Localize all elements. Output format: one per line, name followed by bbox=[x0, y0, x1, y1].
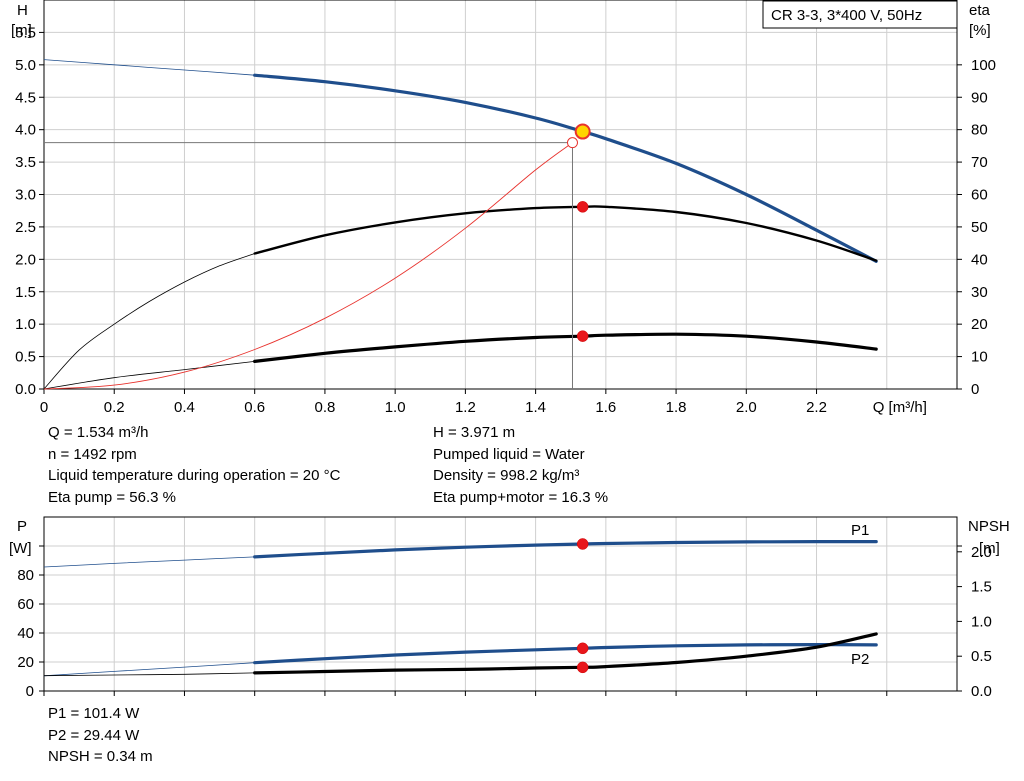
info-speed: n = 1492 rpm bbox=[48, 445, 137, 463]
info-right-1: H = 3.971 m Pumped liquid = Water Densit… bbox=[433, 422, 608, 508]
y-left-tick-label: 0.5 bbox=[15, 349, 36, 366]
series-line bbox=[253, 73, 878, 263]
x-tick-label: 2.0 bbox=[736, 399, 757, 416]
x-axis-label: Q [m³/h] bbox=[873, 399, 927, 416]
operating-point-marker bbox=[574, 123, 591, 140]
y-right-tick-label: 30 bbox=[971, 284, 988, 301]
series-line bbox=[253, 642, 878, 665]
y-left-tick-label: 20 bbox=[17, 654, 34, 671]
y-right-tick-label: 20 bbox=[971, 316, 988, 333]
y-left-axis-label: H bbox=[17, 2, 28, 19]
x-tick-label: 1.6 bbox=[595, 399, 616, 416]
duty-point-marker bbox=[576, 642, 589, 655]
info-density: Density = 998.2 kg/m³ bbox=[433, 467, 580, 484]
y-right-tick-label: 80 bbox=[971, 122, 988, 139]
reference-point-marker bbox=[566, 137, 578, 149]
y-left-tick-label: 1.0 bbox=[15, 316, 36, 333]
info-p1: P1 = 101.4 W bbox=[48, 705, 140, 722]
y-right-tick-label: 0 bbox=[971, 381, 979, 398]
y-left-tick-label: 2.5 bbox=[15, 219, 36, 236]
y-left-tick-label: 60 bbox=[17, 596, 34, 613]
y-right-axis-label: NPSH bbox=[968, 518, 1010, 535]
y-left-tick-label: 4.0 bbox=[15, 122, 36, 139]
series-label-p1: P1 bbox=[851, 522, 869, 539]
y-right-axis-unit: [%] bbox=[969, 22, 991, 39]
x-tick-label: 0.6 bbox=[244, 399, 265, 416]
info-npsh: NPSH = 0.34 m bbox=[48, 748, 153, 765]
chart-title: CR 3-3, 3*400 V, 50Hz bbox=[771, 7, 922, 24]
y-right-axis-label: eta bbox=[969, 2, 991, 19]
y-right-tick-label: 100 bbox=[971, 57, 996, 74]
y-right-tick-label: 40 bbox=[971, 251, 988, 268]
y-right-tick-label: 2.0 bbox=[971, 544, 992, 561]
duty-point-marker bbox=[576, 330, 589, 342]
duty-point-marker bbox=[576, 538, 589, 550]
series-line bbox=[253, 332, 878, 363]
x-tick-label: 1.0 bbox=[385, 399, 406, 416]
y-left-tick-label: 4.5 bbox=[15, 89, 36, 106]
info-p2: P2 = 29.44 W bbox=[48, 726, 140, 744]
y-left-tick-label: 80 bbox=[17, 567, 34, 584]
series-line-extension bbox=[43, 556, 255, 568]
x-tick-label: 2.2 bbox=[806, 399, 827, 416]
x-tick-label: 0.4 bbox=[174, 399, 195, 416]
y-right-tick-label: 1.5 bbox=[971, 579, 992, 596]
x-tick-label: 0.8 bbox=[314, 399, 335, 416]
series-label-p2: P2 bbox=[851, 651, 869, 668]
y-right-tick-label: 0.5 bbox=[971, 648, 992, 665]
series-line bbox=[253, 539, 878, 559]
system-curve bbox=[43, 142, 573, 390]
y-left-tick-label: 1.5 bbox=[15, 284, 36, 301]
info-eta-pump-motor: Eta pump+motor = 16.3 % bbox=[433, 488, 609, 506]
y-left-tick-label: 2.0 bbox=[15, 251, 36, 268]
x-tick-label: 0.2 bbox=[104, 399, 125, 416]
info-liquid-temp: Liquid temperature during operation = 20… bbox=[48, 467, 341, 484]
series-line-extension bbox=[43, 662, 255, 677]
duty-point-marker bbox=[576, 661, 589, 674]
series-line-extension bbox=[43, 253, 255, 390]
y-right-tick-label: 10 bbox=[971, 349, 988, 366]
title-box bbox=[762, 0, 958, 29]
y-left-tick-label: 5.0 bbox=[15, 57, 36, 74]
info-pumped-liquid: Pumped liquid = Water bbox=[433, 445, 585, 463]
series-line bbox=[253, 632, 878, 675]
y-right-tick-label: 0.0 bbox=[971, 683, 992, 700]
y-right-tick-label: 60 bbox=[971, 187, 988, 204]
y-left-tick-label: 5.5 bbox=[15, 24, 36, 41]
y-right-tick-label: 90 bbox=[971, 89, 988, 106]
x-tick-label: 1.8 bbox=[666, 399, 687, 416]
y-right-tick-label: 70 bbox=[971, 154, 988, 171]
x-tick-label: 1.4 bbox=[525, 399, 546, 416]
info-head: H = 3.971 m bbox=[433, 424, 516, 441]
y-left-tick-label: 40 bbox=[17, 625, 34, 642]
info-eta-pump: Eta pump = 56.3 % bbox=[48, 488, 176, 506]
x-tick-label: 0 bbox=[40, 399, 48, 416]
y-left-tick-label: 3.5 bbox=[15, 154, 36, 171]
info-power: P1 = 101.4 W P2 = 29.44 W NPSH = 0.34 m bbox=[48, 703, 153, 768]
y-left-axis-unit: [m] bbox=[11, 22, 32, 39]
x-tick-label: 1.2 bbox=[455, 399, 476, 416]
info-left-1: Q = 1.534 m³/h n = 1492 rpm Liquid tempe… bbox=[48, 422, 340, 508]
series-line-extension bbox=[43, 59, 255, 76]
y-right-axis-unit: [m] bbox=[979, 540, 1000, 557]
duty-point-marker bbox=[576, 201, 589, 213]
y-right-tick-label: 1.0 bbox=[971, 613, 992, 630]
series-line-extension bbox=[43, 361, 255, 390]
y-left-tick-label: 0 bbox=[26, 683, 34, 700]
y-right-tick-label: 50 bbox=[971, 219, 988, 236]
y-left-tick-label: 0.0 bbox=[15, 381, 36, 398]
y-left-tick-label: 3.0 bbox=[15, 187, 36, 204]
info-flow: Q = 1.534 m³/h bbox=[48, 424, 149, 441]
y-left-axis-label: P bbox=[17, 518, 27, 535]
series-line-extension bbox=[43, 672, 255, 677]
y-left-axis-unit: [W] bbox=[9, 540, 32, 557]
